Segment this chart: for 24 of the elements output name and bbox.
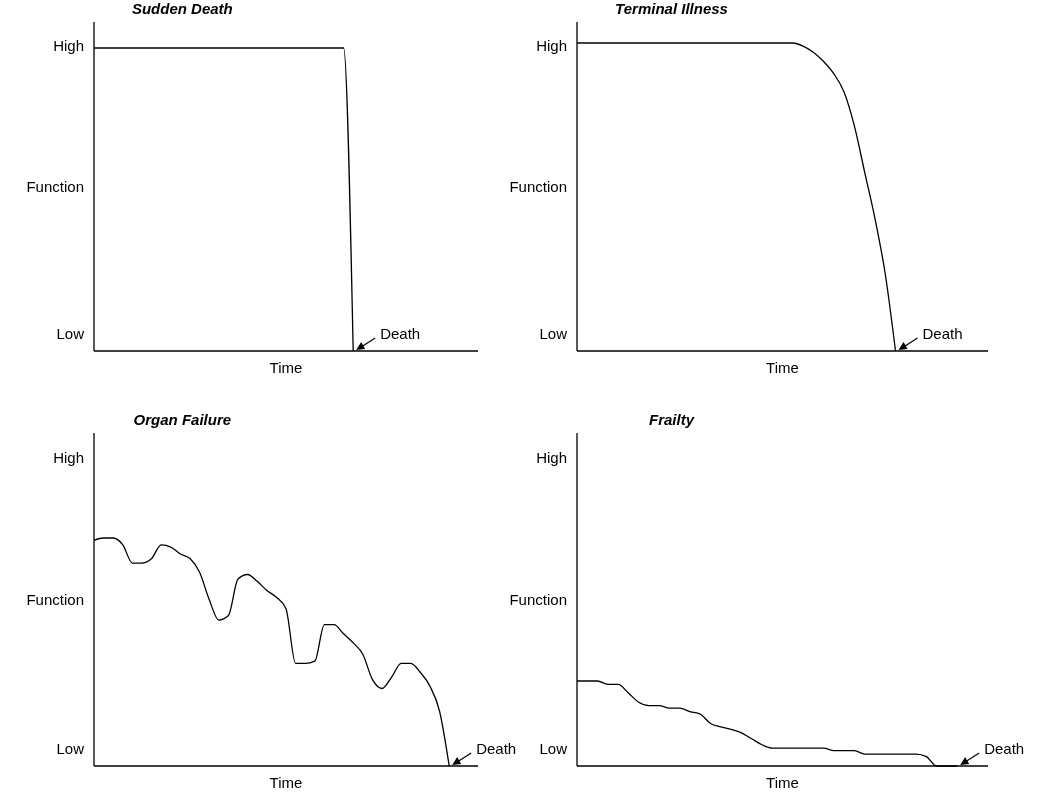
y-axis-title: Function <box>26 590 84 608</box>
y-axis-title: Function <box>509 590 567 608</box>
x-axis-title: Time <box>766 359 799 376</box>
chart-title: Terminal Illness <box>615 0 728 17</box>
text: High <box>53 37 84 55</box>
text: High <box>53 449 84 467</box>
annotation: Death <box>380 325 421 342</box>
x-axis-title: Time <box>269 359 303 376</box>
x-axis-title: Time <box>269 774 303 791</box>
text: High <box>536 449 567 467</box>
chart-title: Organ Failure <box>133 411 232 428</box>
y-axis-title: Function <box>509 177 567 195</box>
chart-title: Sudden Death <box>131 0 233 17</box>
annotation: Death <box>476 740 517 757</box>
text: Low <box>539 740 568 758</box>
annotation: Death <box>922 325 963 342</box>
annotation: Death <box>984 740 1025 757</box>
y-axis-title: Function <box>26 177 84 195</box>
x-axis-title: Time <box>766 774 799 791</box>
text: Low <box>56 325 85 343</box>
text: Low <box>56 740 85 758</box>
chart-title: Frailty <box>649 411 695 428</box>
text: Low <box>539 325 568 343</box>
text: High <box>536 37 567 55</box>
